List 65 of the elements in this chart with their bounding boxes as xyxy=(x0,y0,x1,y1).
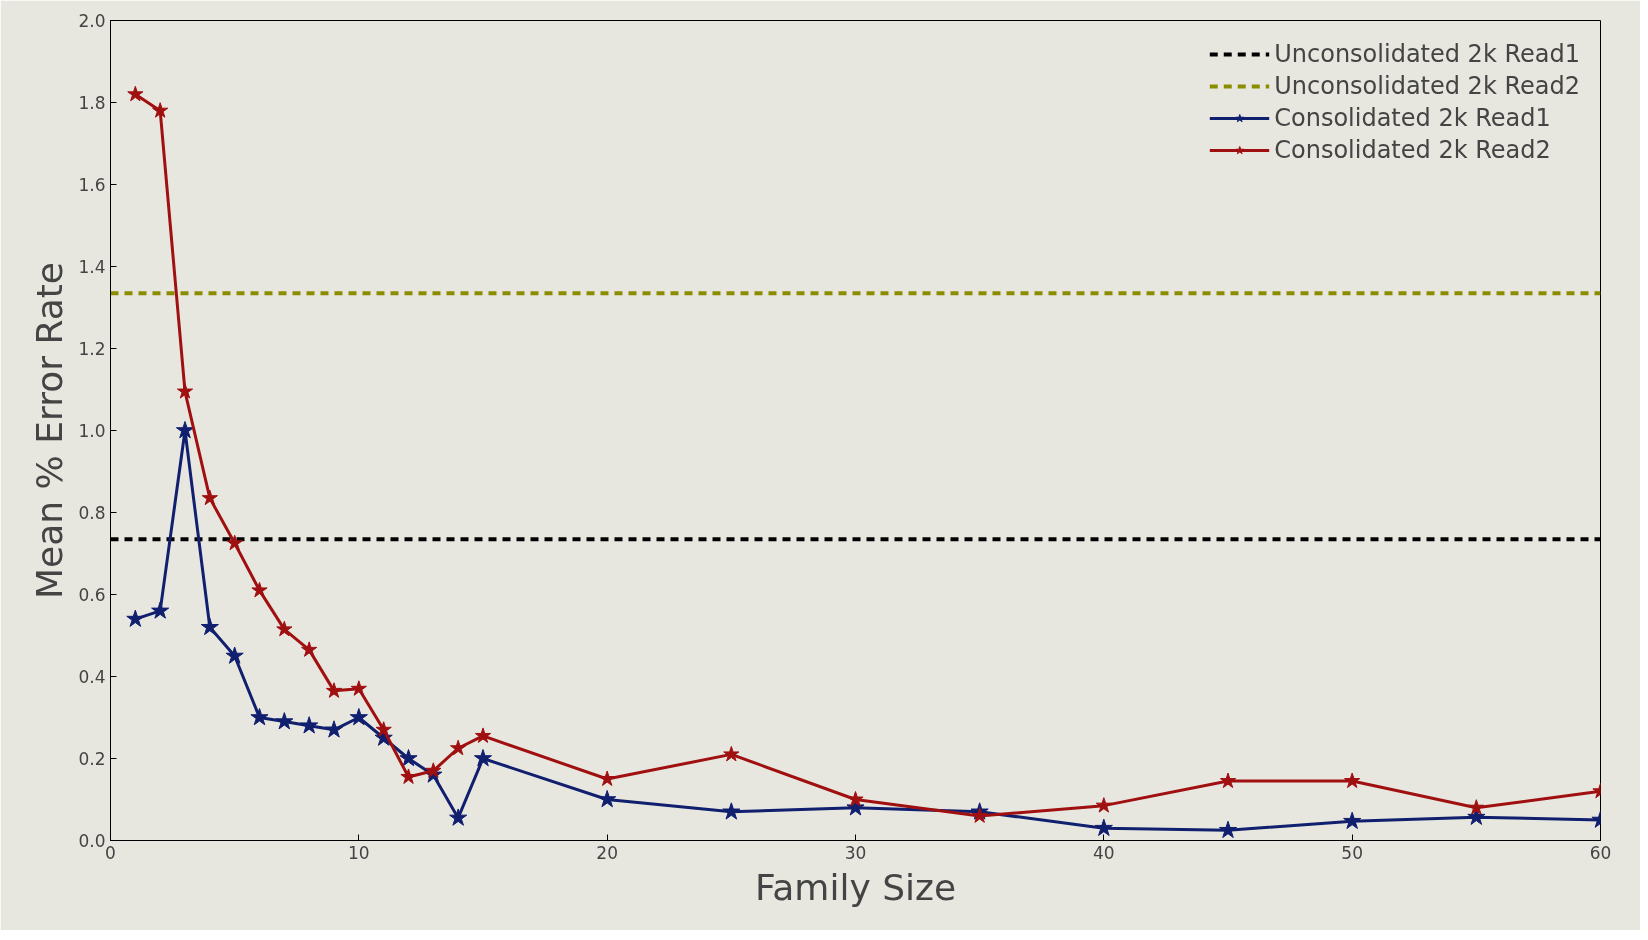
y-tick-label: 0.2 xyxy=(78,749,106,769)
point xyxy=(152,102,169,118)
point xyxy=(399,749,418,767)
y-tick-label: 1.2 xyxy=(78,339,106,359)
point xyxy=(175,421,195,439)
y-tick-label: 0.0 xyxy=(78,831,106,851)
point xyxy=(400,768,417,784)
point xyxy=(375,721,392,737)
x-tick-label: 60 xyxy=(1589,842,1612,863)
point xyxy=(449,808,468,826)
y-axis-title: Mean % Error Rate xyxy=(29,262,71,599)
point xyxy=(200,617,219,636)
y-tick-label: 0.6 xyxy=(78,585,106,605)
legend-label: Unconsolidated 2k Read2 xyxy=(1274,72,1580,100)
y-tick-label: 0.4 xyxy=(78,667,106,687)
point xyxy=(151,601,170,619)
point xyxy=(127,85,144,102)
point xyxy=(1343,811,1362,830)
y-tick-label: 1.0 xyxy=(78,421,106,441)
y-tick-label: 0.8 xyxy=(78,503,106,523)
x-tick-label: 50 xyxy=(1341,842,1363,863)
point xyxy=(251,581,268,598)
point xyxy=(473,749,493,767)
point xyxy=(126,609,145,627)
y-tick-label: 2.0 xyxy=(78,11,106,31)
point xyxy=(1219,772,1237,789)
point xyxy=(350,680,367,696)
point xyxy=(450,739,467,756)
legend-label: Consolidated 2k Read2 xyxy=(1274,136,1551,164)
point xyxy=(301,641,318,657)
point xyxy=(598,790,617,808)
point xyxy=(176,383,194,399)
point xyxy=(275,712,294,730)
point xyxy=(300,716,319,734)
point xyxy=(349,708,368,726)
point xyxy=(1094,818,1113,836)
point xyxy=(474,727,492,743)
point xyxy=(276,620,293,637)
point xyxy=(325,682,343,698)
x-tick-label: 40 xyxy=(1093,842,1115,863)
point xyxy=(226,534,243,551)
point xyxy=(250,708,269,726)
y-tick-label: 1.6 xyxy=(78,175,106,195)
point xyxy=(1218,820,1238,839)
x-axis-title: Family Size xyxy=(754,866,957,908)
legend-label: Unconsolidated 2k Read1 xyxy=(1274,40,1580,68)
x-tick-label: 30 xyxy=(844,842,867,863)
point xyxy=(425,762,442,778)
point xyxy=(1344,772,1361,789)
point xyxy=(1468,799,1485,815)
point xyxy=(722,802,741,820)
point xyxy=(723,745,740,762)
y-tick-label: 1.4 xyxy=(78,257,106,277)
point xyxy=(599,770,616,786)
point xyxy=(324,720,344,738)
point xyxy=(225,646,244,664)
legend-label: Consolidated 2k Read1 xyxy=(1274,104,1551,132)
point xyxy=(1095,797,1112,813)
point xyxy=(201,489,218,506)
y-tick-label: 1.8 xyxy=(78,93,106,113)
x-tick-label: 20 xyxy=(596,842,618,863)
x-tick-label: 0 xyxy=(105,842,116,863)
point xyxy=(847,791,864,807)
x-tick-label: 10 xyxy=(348,842,370,863)
point xyxy=(971,807,988,823)
